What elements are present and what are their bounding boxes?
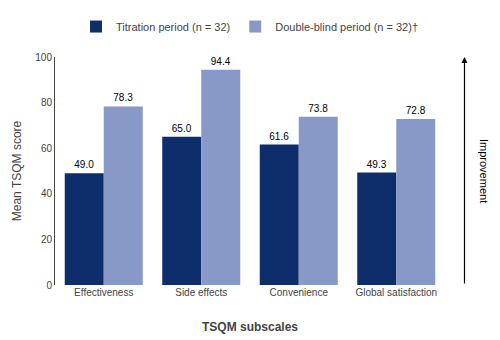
svg-text:Double-blind period (n = 32)†: Double-blind period (n = 32)†	[275, 21, 418, 33]
svg-text:61.6: 61.6	[269, 131, 289, 142]
svg-text:65.0: 65.0	[172, 123, 192, 134]
svg-text:94.4: 94.4	[211, 56, 231, 67]
svg-text:Improvement: Improvement	[478, 139, 490, 203]
svg-text:100: 100	[35, 52, 52, 63]
svg-text:80: 80	[41, 97, 53, 108]
svg-text:60: 60	[41, 143, 53, 154]
svg-text:40: 40	[41, 188, 53, 199]
svg-text:49.3: 49.3	[367, 159, 387, 170]
svg-text:78.3: 78.3	[113, 92, 133, 103]
svg-text:0: 0	[46, 280, 52, 291]
svg-text:72.8: 72.8	[406, 105, 426, 116]
svg-text:Convenience: Convenience	[270, 287, 329, 298]
svg-text:Global satisfaction: Global satisfaction	[355, 287, 437, 298]
svg-text:73.8: 73.8	[308, 103, 328, 114]
svg-text:TSQM subscales: TSQM subscales	[202, 320, 298, 334]
svg-text:Mean TSQM score: Mean TSQM score	[10, 120, 24, 221]
svg-text:20: 20	[41, 234, 53, 245]
svg-text:49.0: 49.0	[74, 159, 94, 170]
svg-text:Side effects: Side effects	[175, 287, 227, 298]
svg-text:Effectiveness: Effectiveness	[74, 287, 133, 298]
svg-text:Titration period (n = 32): Titration period (n = 32)	[116, 21, 230, 33]
